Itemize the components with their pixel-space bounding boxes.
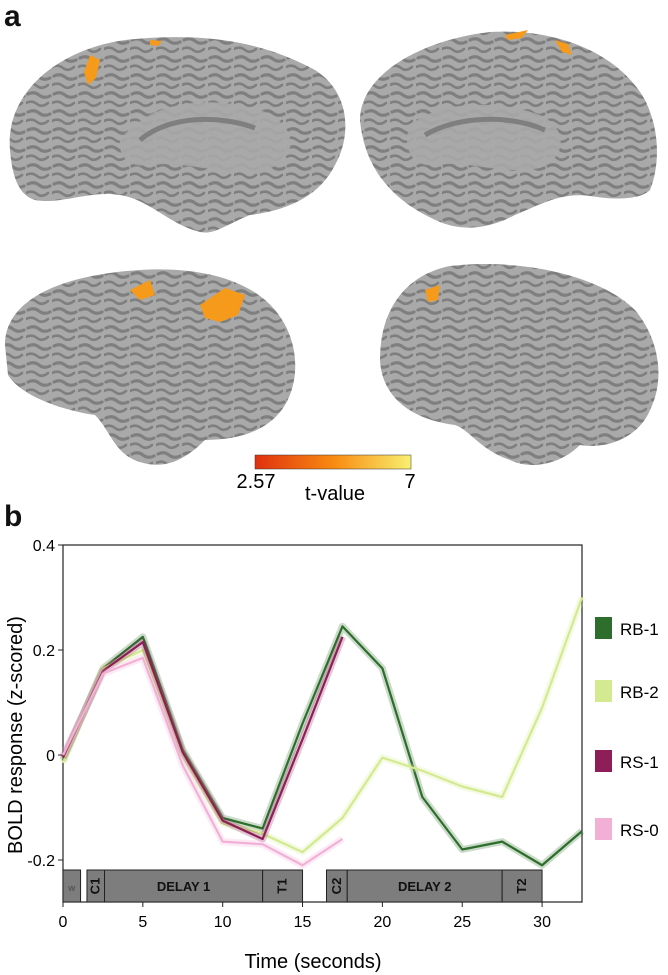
y-tick-label: 0.4 [33,538,55,555]
legend-swatch-RB-1 [595,617,612,639]
brain-lateral-right [380,264,659,465]
series-line-RB-2 [61,597,584,854]
brain-medial-right [360,30,657,228]
panel-label-b: b [4,500,23,533]
event-label: T1 [275,878,290,893]
y-tick-label: 0 [46,748,55,765]
colorbar-max-label: 7 [404,471,415,493]
event-box-w [62,869,82,903]
event-box-DELAY 2 [346,869,503,903]
series-band-RS-0 [59,654,345,869]
y-tick-label: -0.2 [27,853,55,870]
legend-label: RS-1 [620,753,659,772]
event-box-T2 [501,869,543,903]
x-tick-label: 25 [453,914,471,931]
x-axis-label: Time (seconds) [244,951,381,973]
colorbar-title: t-value [305,483,365,500]
y-axis-label: BOLD response (z-scored) [5,616,27,854]
legend-swatch-RS-0 [595,818,612,840]
brain-lateral-left [5,269,296,465]
event-box-T1 [262,869,304,903]
legend-label: RB-2 [620,683,659,702]
event-label: C1 [88,878,103,895]
x-tick-label: 30 [533,914,551,931]
legend-label: RS-0 [620,821,659,840]
legend-swatch-RS-1 [595,750,612,772]
brain-surface-renders: 2.57 7 t-value [5,30,659,500]
event-label: C2 [329,878,344,895]
colorbar [254,454,412,470]
event-label: w [67,883,76,893]
brain-medial-left [9,37,346,233]
event-label: DELAY 1 [157,879,210,894]
event-label: DELAY 2 [398,879,451,894]
legend-label: RB-1 [620,620,659,639]
x-tick-label: 0 [59,914,68,931]
plot-area: 0.4 0.2 0 -0.2 0 5 10 15 20 25 30 w C1 DELAY 1 T1 C2 DEL… [27,538,658,931]
event-label: T2 [514,878,529,893]
panel-label-a: a [4,0,21,33]
x-tick-label: 20 [373,914,391,931]
series-line-RS-0 [62,656,344,867]
event-box-DELAY 1 [104,869,264,903]
x-tick-label: 10 [214,914,232,931]
x-tick-label: 15 [294,914,312,931]
y-tick-label: 0.2 [33,643,55,660]
bold-response-chart: 0.4 0.2 0 -0.2 0 5 10 15 20 25 30 w C1 DELAY 1 T1 C2 DEL… [5,538,659,973]
x-tick-label: 5 [138,914,147,931]
series-line-RB-1 [61,625,583,867]
colorbar-min-label: 2.57 [237,471,276,493]
plot-frame [62,544,583,903]
legend-swatch-RB-2 [595,680,612,702]
series-line-RS-1 [62,636,344,841]
